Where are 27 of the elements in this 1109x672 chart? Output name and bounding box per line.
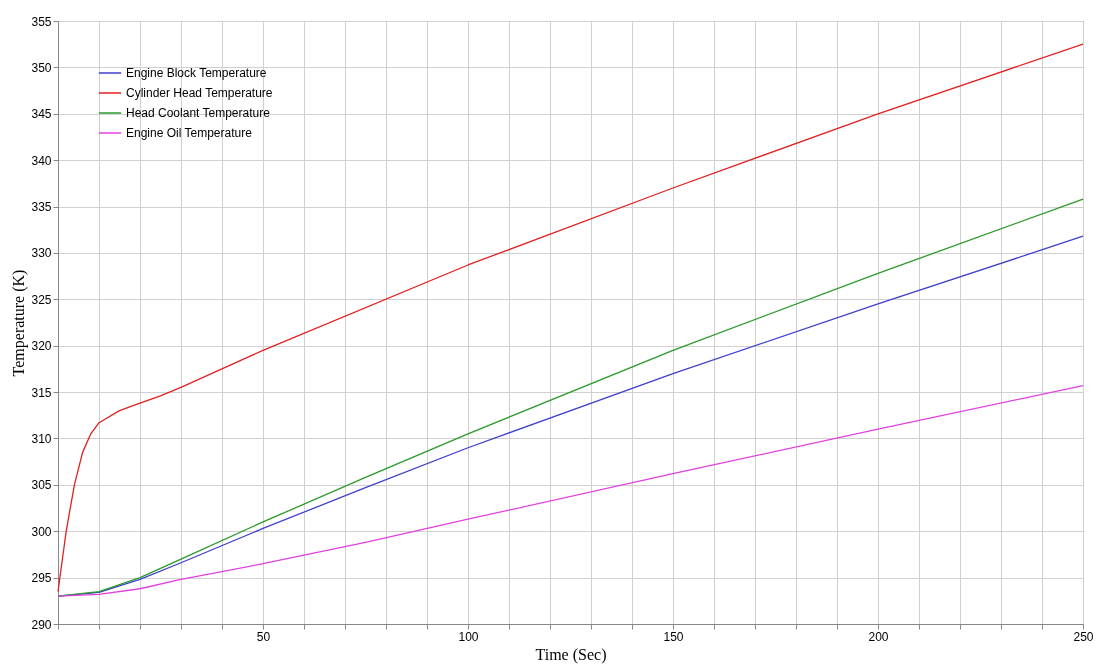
y-tick-label: 330: [31, 246, 52, 261]
y-tick-label: 355: [31, 14, 52, 29]
y-tick-label: 290: [31, 617, 52, 632]
y-tick-label: 350: [31, 60, 52, 75]
y-tick-label: 325: [31, 292, 52, 307]
y-tick-label: 335: [31, 200, 52, 215]
y-tick-label: 310: [31, 431, 52, 446]
y-axis-title: Temperature (K): [10, 269, 29, 377]
legend-label: Cylinder Head Temperature: [126, 86, 273, 100]
y-tick-label: 345: [31, 107, 52, 122]
line-series: [57, 43, 1084, 593]
x-axis-title: Time (Sec): [535, 645, 607, 664]
y-tick-label: 295: [31, 571, 52, 586]
x-tick-label: 150: [663, 629, 684, 644]
line-series: [57, 384, 1084, 597]
legend-label: Engine Block Temperature: [126, 66, 267, 80]
y-tick-label: 300: [31, 524, 52, 539]
legend-label: Engine Oil Temperature: [126, 126, 253, 140]
y-tick-label: 320: [31, 339, 52, 354]
x-tick-label: 50: [256, 629, 271, 644]
x-tick-label: 250: [1073, 629, 1094, 644]
legend-label: Head Coolant Temperature: [126, 106, 271, 120]
y-tick-label: 340: [31, 153, 52, 168]
x-tick-label: 100: [458, 629, 479, 644]
y-tick-label: 315: [31, 385, 52, 400]
y-tick-label: 305: [31, 478, 52, 493]
x-tick-label: 200: [868, 629, 889, 644]
